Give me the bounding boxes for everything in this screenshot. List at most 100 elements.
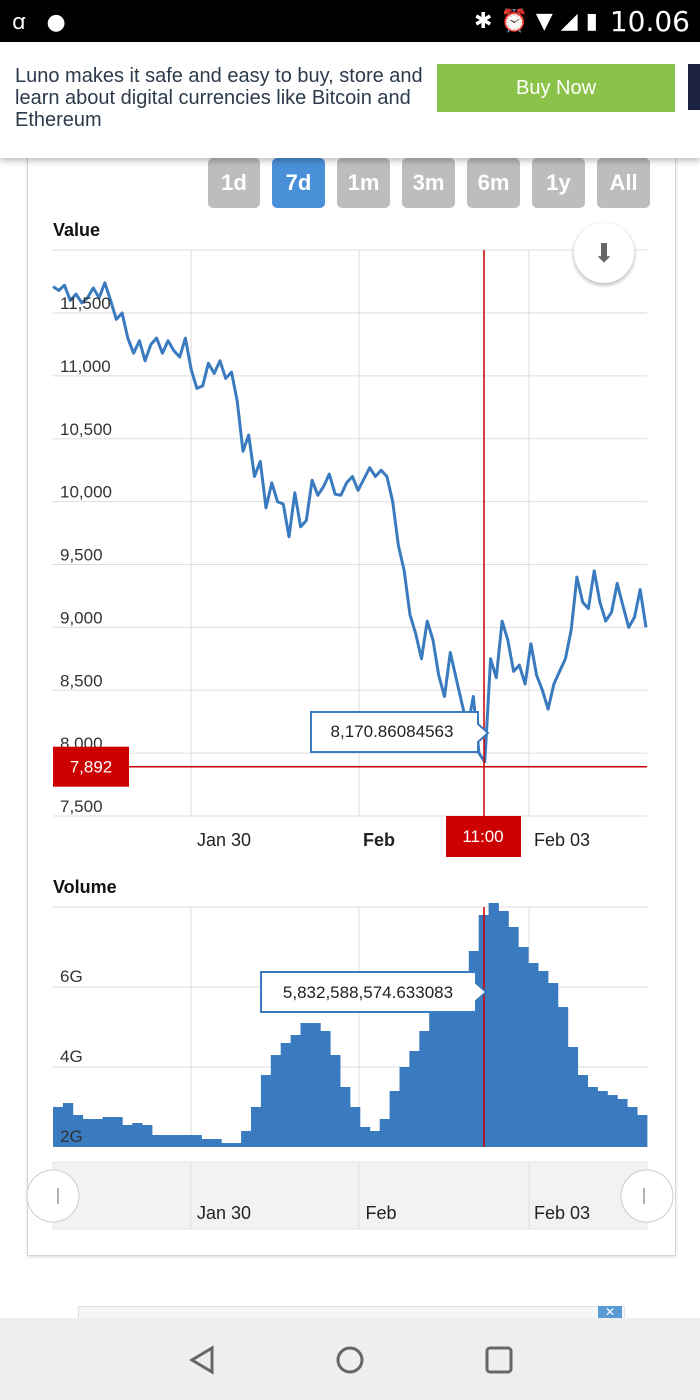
volume-bar	[538, 971, 549, 1147]
volume-bar	[181, 1135, 192, 1147]
volume-bar	[419, 1031, 430, 1147]
battery-icon: ▮	[585, 8, 598, 34]
value-y-tick-label: 7,500	[60, 797, 103, 816]
volume-bar	[627, 1107, 638, 1147]
volume-bar	[577, 1075, 588, 1147]
ad-strip	[78, 1306, 625, 1319]
range-3m-button[interactable]: 3m	[402, 158, 455, 208]
recents-icon[interactable]	[481, 1342, 517, 1378]
status-bar: ꭤ ● ✱ ⏰ ▼ ◢ ▮ 10.06	[0, 0, 700, 42]
volume-bar	[112, 1117, 123, 1147]
navigator-right-handle	[620, 1169, 674, 1223]
volume-bar	[102, 1117, 113, 1147]
volume-bar	[241, 1131, 252, 1147]
navigator-x-tick-label: Feb 03	[534, 1203, 590, 1223]
system-nav-bar	[0, 1318, 700, 1400]
volume-y-tick-label: 4G	[60, 1047, 83, 1066]
x-crosshair-label-box	[446, 816, 521, 857]
volume-y-tick-label: 2G	[60, 1127, 83, 1146]
banner-message: Luno makes it safe and easy to buy, stor…	[15, 65, 423, 131]
volume-bar	[211, 1139, 222, 1147]
volume-bar	[251, 1107, 262, 1147]
volume-bar	[359, 1127, 371, 1147]
range-1y-button[interactable]: 1y	[532, 158, 585, 208]
range-1m-button[interactable]: 1m	[337, 158, 390, 208]
home-icon[interactable]	[332, 1342, 368, 1378]
banner-edge-button[interactable]	[688, 64, 700, 110]
volume-bar	[201, 1139, 212, 1147]
status-left-icons: ꭤ ●	[12, 6, 80, 36]
volume-bar	[310, 1023, 321, 1147]
value-x-tick-label: Jan 30	[197, 830, 251, 850]
volume-y-tick-label: 6G	[60, 967, 83, 986]
volume-bar	[132, 1123, 143, 1147]
value-x-tick-label: Feb 03	[534, 830, 590, 850]
volume-bar	[142, 1125, 153, 1147]
volume-bar	[548, 983, 559, 1147]
volume-tooltip-box	[260, 971, 488, 1013]
bomb-notification-icon: ●	[46, 10, 66, 35]
volume-bar	[290, 1035, 301, 1147]
value-series-line	[52, 281, 648, 764]
volume-bar	[53, 1107, 64, 1147]
volume-bar	[617, 1099, 628, 1147]
volume-bar	[449, 987, 460, 1147]
volume-bar	[171, 1135, 183, 1147]
volume-tooltip-text: 5,832,588,574.633083	[283, 983, 453, 1002]
value-y-tick-label: 11,500	[60, 294, 111, 313]
volume-bar	[439, 999, 450, 1147]
volume-bar	[260, 1075, 272, 1147]
value-y-tick-label: 10,000	[60, 483, 112, 502]
range-7d-button[interactable]: 7d	[272, 158, 325, 208]
y-crosshair-label: 7,892	[70, 758, 113, 777]
range-all-button[interactable]: All	[597, 158, 650, 208]
signal-icon: ◢	[560, 8, 578, 34]
navigator[interactable]: Jan 30 Feb Feb 03	[0, 1160, 700, 1240]
navigator-track	[52, 1161, 648, 1230]
ad-close-icon[interactable]: ✕	[598, 1306, 622, 1318]
volume-bar	[92, 1119, 103, 1147]
volume-title: Volume	[53, 877, 117, 897]
volume-bar	[399, 1067, 410, 1147]
volume-bar	[637, 1115, 648, 1147]
volume-bar	[409, 1051, 420, 1147]
range-6m-button[interactable]: 6m	[467, 158, 520, 208]
back-icon[interactable]	[184, 1342, 220, 1378]
range-1d-button[interactable]: 1d	[208, 158, 260, 208]
volume-bar	[62, 1103, 74, 1147]
navigator-left-handle	[26, 1169, 80, 1223]
volume-bar	[557, 1007, 569, 1147]
volume-bar	[607, 1095, 618, 1147]
value-tooltip-box	[310, 711, 490, 753]
volume-bar	[498, 911, 509, 1147]
download-icon[interactable]: ⬇	[574, 223, 634, 283]
volume-bar	[72, 1115, 84, 1147]
x-crosshair-label: 11:00	[462, 827, 503, 846]
value-y-tick-label: 9,000	[60, 608, 103, 627]
range-selector: 1d 7d 1m 3m 6m 1y All	[208, 158, 650, 208]
volume-bar	[468, 951, 480, 1147]
volume-bar	[320, 1031, 331, 1147]
volume-bar	[389, 1091, 400, 1147]
buy-now-button[interactable]: Buy Now	[437, 64, 675, 112]
volume-bar	[330, 1055, 341, 1147]
navigator-x-tick-label: Feb	[365, 1203, 396, 1223]
volume-bar	[161, 1135, 173, 1147]
volume-bar	[350, 1107, 361, 1147]
value-y-tick-label: 10,500	[60, 420, 112, 439]
volume-bar	[300, 1023, 311, 1147]
volume-bar	[518, 947, 529, 1147]
promo-banner: Luno makes it safe and easy to buy, stor…	[0, 42, 700, 158]
volume-bar	[340, 1087, 351, 1147]
volume-bar	[221, 1143, 232, 1147]
volume-bar	[508, 927, 519, 1147]
value-tooltip-text: 8,170.86084563	[331, 722, 454, 741]
volume-bar	[369, 1131, 381, 1147]
y-crosshair-label-box	[53, 746, 129, 787]
alarm-icon: ⏰	[500, 8, 528, 34]
volume-bar	[280, 1043, 291, 1147]
volume-bar	[231, 1143, 242, 1147]
value-y-tick-label: 11,000	[60, 357, 111, 376]
volume-bar	[528, 963, 539, 1147]
volume-bar	[597, 1091, 608, 1147]
